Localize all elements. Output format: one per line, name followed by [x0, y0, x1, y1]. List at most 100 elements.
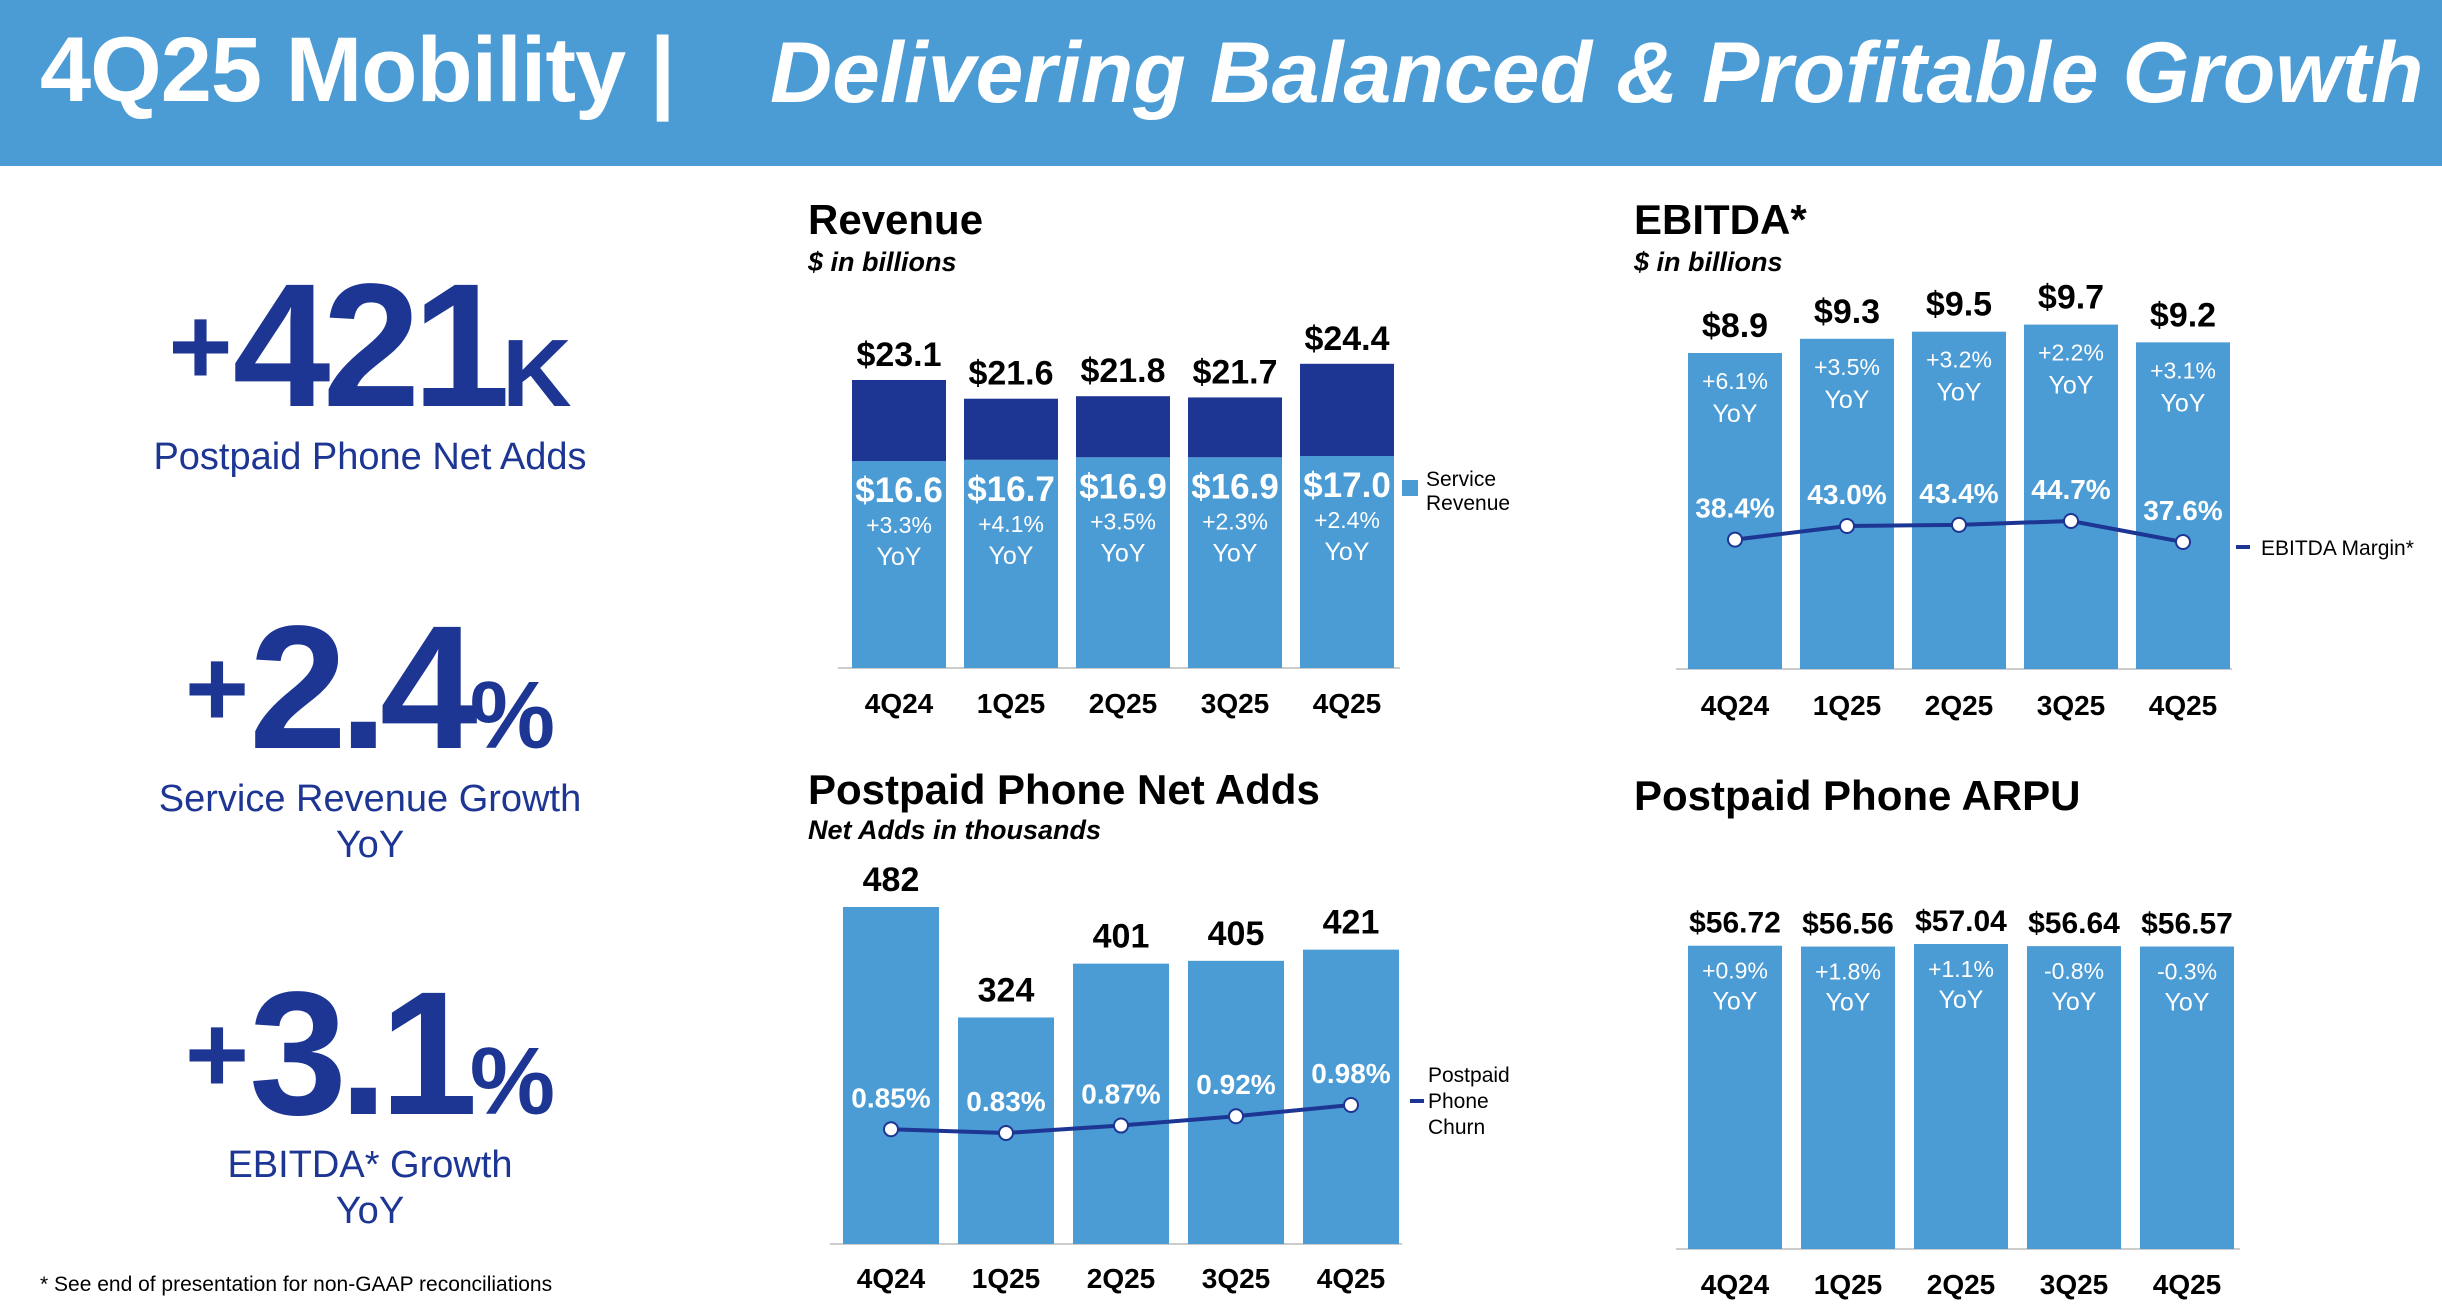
x-tick-label: 2Q25: [1927, 1269, 1996, 1300]
legend-label: EBITDA Margin*: [2261, 537, 2414, 560]
page-title: 4Q25 Mobility |: [40, 19, 675, 121]
ebitda-subtitle: $ in billions: [1634, 247, 1783, 277]
x-tick-label: 1Q25: [977, 688, 1046, 719]
legend-label: Phone: [1428, 1090, 1489, 1113]
legend-label: Churn: [1428, 1116, 1485, 1139]
kpi-label: EBITDA* Growth: [227, 1144, 513, 1186]
kpi-value: +3.1%: [184, 956, 556, 1152]
yoy-suffix-label: YoY: [877, 543, 922, 571]
yoy-growth-label: -0.8%: [2044, 958, 2104, 984]
kpi-value: +421K: [168, 248, 572, 444]
ebitda-margin-label: 38.4%: [1695, 493, 1774, 524]
netadds-subtitle: Net Adds in thousands: [808, 815, 1102, 845]
ebitda-bar: [2136, 342, 2230, 669]
churn-point: [1113, 1117, 1129, 1134]
arpu-bar: [1914, 944, 2008, 1249]
x-tick-label: 4Q25: [2153, 1269, 2222, 1300]
yoy-suffix-label: YoY: [1937, 379, 1982, 407]
total-revenue-label: $23.1: [856, 336, 941, 374]
service-revenue-bar: [964, 459, 1058, 668]
netadds-value-label: 405: [1208, 915, 1265, 953]
netadds-title: Postpaid Phone Net Adds: [808, 766, 1320, 813]
revenue-title: Revenue: [808, 196, 984, 243]
yoy-suffix-label: YoY: [1713, 400, 1758, 428]
other-revenue-bar: [1076, 396, 1170, 458]
service-revenue-bar: [852, 461, 946, 668]
kpi-label: Postpaid Phone Net Adds: [153, 436, 587, 478]
yoy-growth-label: +2.3%: [1202, 508, 1268, 534]
x-tick-label: 1Q25: [1813, 690, 1882, 721]
arpu-bar: [2027, 946, 2121, 1249]
legend-label: Postpaid: [1428, 1064, 1510, 1087]
kpi-net-adds: +421K Postpaid Phone Net Adds: [0, 258, 740, 480]
arpu-value-label: $57.04: [1915, 905, 2007, 938]
yoy-suffix-label: YoY: [2165, 989, 2210, 1017]
other-revenue-bar: [852, 380, 946, 462]
arpu-bar: [1801, 946, 1895, 1249]
arpu-bar: [2140, 946, 2234, 1249]
kpi-label-suffix: YoY: [335, 824, 405, 866]
churn-point: [883, 1121, 899, 1138]
x-tick-label: 2Q25: [1089, 688, 1158, 719]
x-tick-label: 4Q25: [2149, 690, 2218, 721]
churn-point: [998, 1125, 1014, 1141]
netadds-bar: [1073, 963, 1169, 1244]
kpi-label: Service Revenue Growth: [158, 778, 582, 820]
legend-label-line2: Revenue: [1426, 492, 1510, 515]
netadds-value-label: 482: [863, 861, 920, 899]
yoy-suffix-label: YoY: [1826, 989, 1871, 1017]
ebitda-margin-label: 43.4%: [1919, 478, 1998, 509]
other-revenue-bar: [1188, 397, 1282, 458]
ebitda-margin-point: [1951, 516, 1967, 533]
ebitda-value-label: $9.2: [2150, 296, 2216, 334]
yoy-growth-label: +3.2%: [1926, 347, 1992, 373]
x-tick-label: 4Q24: [857, 1263, 926, 1294]
x-tick-label: 3Q25: [2037, 690, 2106, 721]
yoy-suffix-label: YoY: [2161, 389, 2206, 417]
yoy-growth-label: +3.3%: [866, 512, 932, 538]
x-tick-label: 4Q24: [1701, 1269, 1770, 1300]
ebitda-margin-point: [1727, 531, 1743, 548]
x-tick-label: 1Q25: [972, 1263, 1041, 1294]
x-tick-label: 2Q25: [1087, 1263, 1156, 1294]
arpu-value-label: $56.57: [2141, 908, 2233, 941]
netadds-bar: [1188, 960, 1284, 1244]
service-revenue-label: $17.0: [1303, 466, 1391, 505]
service-revenue-bar: [1188, 457, 1282, 668]
x-tick-label: 4Q24: [865, 688, 934, 719]
x-tick-label: 3Q25: [1202, 1263, 1271, 1294]
yoy-suffix-label: YoY: [1325, 538, 1370, 566]
service-revenue-bar: [1076, 457, 1170, 668]
other-revenue-bar: [964, 398, 1058, 460]
yoy-growth-label: +3.1%: [2150, 357, 2216, 383]
page-subtitle: Delivering Balanced & Profitable Growth: [770, 25, 2424, 121]
x-tick-label: 4Q25: [1313, 688, 1382, 719]
ebitda-bar: [1912, 331, 2006, 669]
yoy-growth-label: +3.5%: [1090, 508, 1156, 534]
ebitda-margin-point: [2063, 513, 2079, 529]
legend-label-line1: Service: [1426, 468, 1496, 491]
arpu-title: Postpaid Phone ARPU: [1634, 772, 2081, 819]
x-tick-label: 3Q25: [1201, 688, 1270, 719]
service-revenue-bar: [1300, 456, 1394, 668]
arpu-value-label: $56.72: [1689, 907, 1781, 940]
churn-label: 0.87%: [1081, 1079, 1160, 1110]
service-revenue-label: $16.6: [855, 471, 943, 510]
ebitda-bar: [1688, 353, 1782, 669]
netadds-bar: [843, 907, 939, 1244]
x-tick-label: 4Q24: [1701, 690, 1770, 721]
yoy-suffix-label: YoY: [989, 542, 1034, 570]
service-revenue-label: $16.9: [1079, 467, 1167, 506]
netadds-bar: [1303, 949, 1399, 1244]
service-revenue-label: $16.9: [1191, 467, 1279, 506]
yoy-suffix-label: YoY: [1101, 539, 1146, 567]
churn-point: [1228, 1108, 1244, 1125]
netadds-value-label: 324: [978, 971, 1035, 1009]
revenue-subtitle: $ in billions: [808, 247, 957, 277]
arpu-value-label: $56.64: [2028, 907, 2120, 940]
yoy-growth-label: -0.3%: [2157, 959, 2217, 985]
churn-label: 0.85%: [851, 1082, 930, 1113]
arpu-value-label: $56.56: [1802, 908, 1894, 941]
yoy-suffix-label: YoY: [1213, 539, 1258, 567]
